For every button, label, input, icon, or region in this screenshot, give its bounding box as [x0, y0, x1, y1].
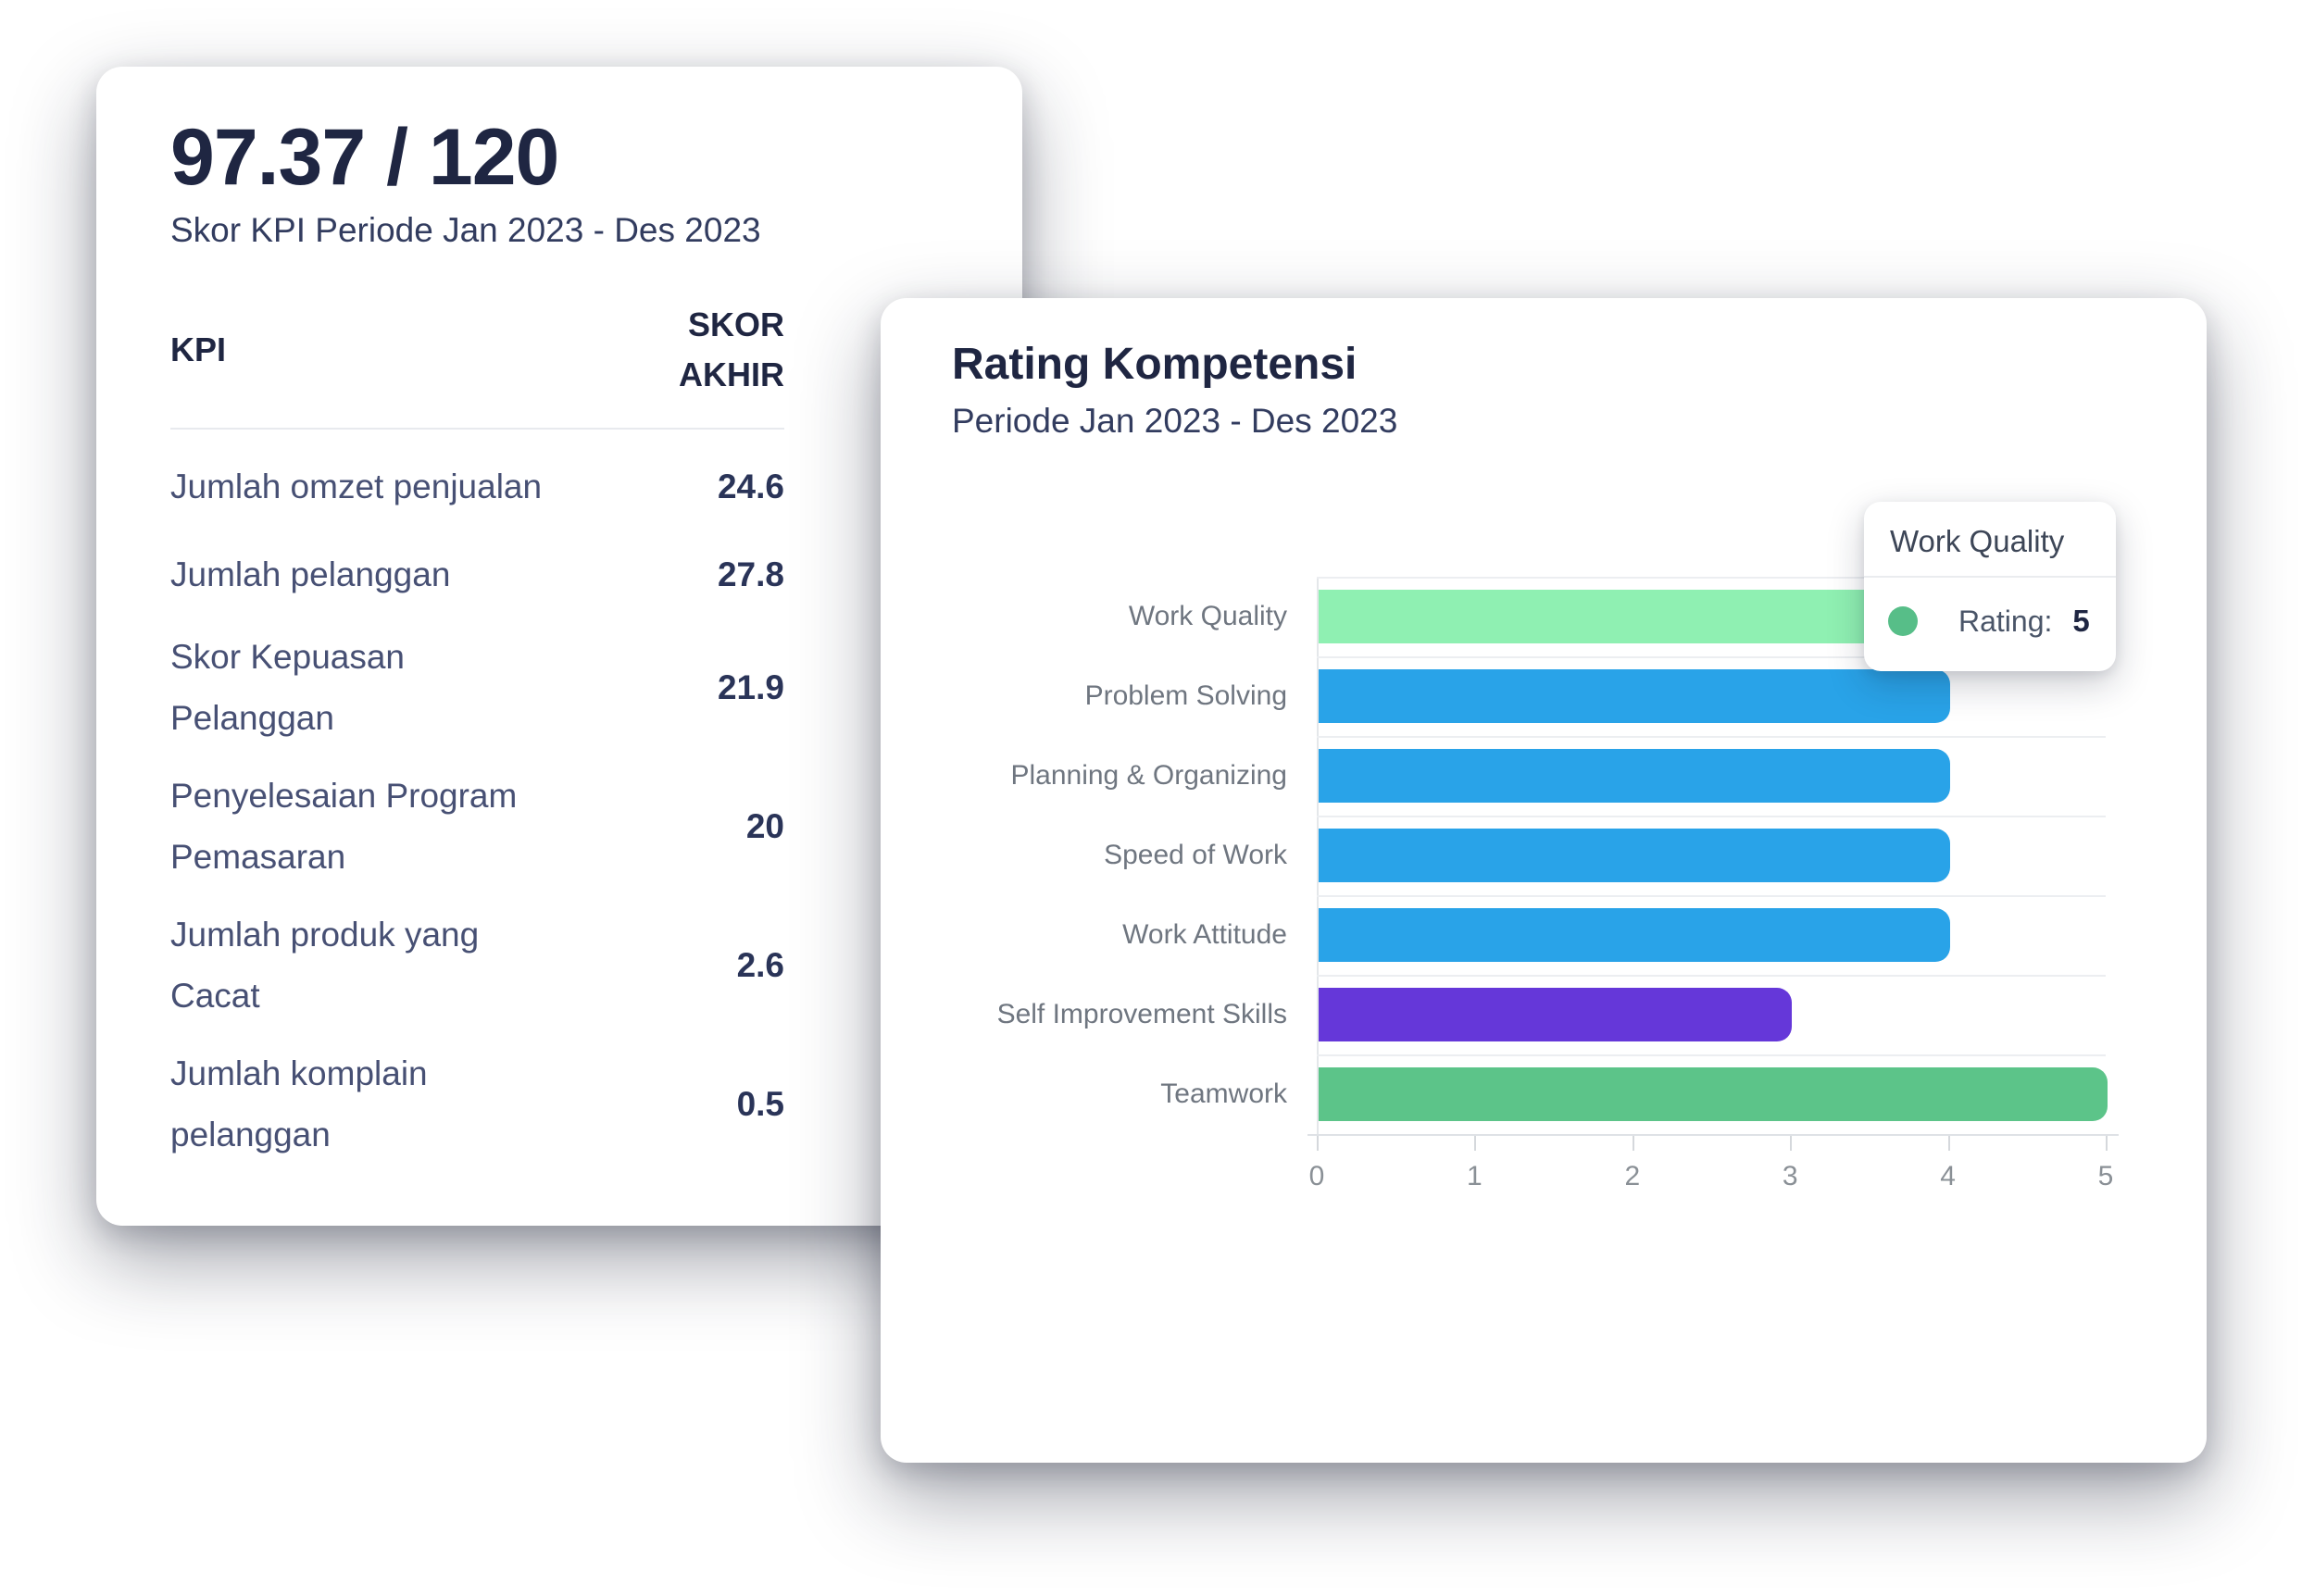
- tooltip-rating-value: 5: [2072, 604, 2090, 638]
- category-label-speed-of-work: Speed of Work: [1104, 840, 1287, 870]
- chart-tooltip: Work Quality Rating: 5: [1864, 502, 2116, 671]
- table-header-divider: [170, 428, 784, 430]
- category-label-problem-solving: Problem Solving: [1084, 680, 1287, 711]
- kpi-row-value: 21.9: [717, 668, 784, 706]
- kpi-table-row: Jumlah omzet penjualan 24.6: [170, 443, 784, 530]
- kpi-score-subtitle: Skor KPI Periode Jan 2023 - Des 2023: [170, 211, 761, 249]
- category-label-teamwork: Teamwork: [1160, 1079, 1287, 1109]
- row-separator: [1317, 816, 2106, 817]
- kpi-row-value: 2.6: [736, 946, 784, 984]
- score-column-header: SKOR AKHIR: [679, 305, 784, 393]
- x-axis-tick-label: 5: [2097, 1161, 2114, 1191]
- x-axis-tick: [1317, 1136, 1319, 1151]
- x-axis-tick-label: 0: [1308, 1161, 1325, 1191]
- kpi-row-value: 24.6: [717, 467, 784, 505]
- kpi-card-content: 97.37 / 120 Skor KPI Periode Jan 2023 - …: [170, 67, 784, 1174]
- x-axis-tick: [1790, 1136, 1793, 1151]
- row-separator: [1317, 1054, 2106, 1056]
- kpi-table-row: Penyelesaian Program Pemasaran 20: [170, 757, 784, 896]
- kpi-row-label: Skor Kepuasan Pelanggan: [170, 638, 406, 737]
- x-axis-tick-label: 4: [1940, 1161, 1956, 1191]
- kpi-score-card: 97.37 / 120 Skor KPI Periode Jan 2023 - …: [96, 67, 1022, 1226]
- rating-bar-chart: Work Quality Problem Solving Planning & Or…: [881, 298, 2207, 1463]
- x-axis-line: [1307, 1134, 2119, 1136]
- kpi-row-value: 27.8: [717, 555, 784, 593]
- kpi-row-value: 0.5: [736, 1085, 784, 1123]
- kpi-column-header: KPI: [170, 330, 227, 368]
- bar-problem-solving[interactable]: [1319, 669, 1950, 723]
- kpi-table-row: Skor Kepuasan Pelanggan 21.9: [170, 618, 784, 757]
- tooltip-rating-label: Rating:: [1958, 604, 2053, 638]
- row-separator: [1317, 656, 2106, 658]
- kpi-table: Jumlah omzet penjualan 24.6 Jumlah pelangg…: [170, 443, 784, 1174]
- kpi-score-value: 97.37 / 120: [170, 113, 559, 202]
- category-label-work-attitude: Work Attitude: [1122, 919, 1287, 950]
- y-axis-line: [1317, 577, 1319, 1134]
- x-axis-tick: [2106, 1136, 2108, 1151]
- kpi-row-label: Jumlah komplain pelanggan: [170, 1054, 428, 1153]
- kpi-row-label: Penyelesaian Program Pemasaran: [170, 777, 518, 876]
- category-label-planning-organizing: Planning & Organizing: [1010, 760, 1287, 791]
- x-axis-tick-label: 3: [1782, 1161, 1798, 1191]
- x-axis-tick: [1947, 1136, 1950, 1151]
- rating-card-subtitle: Periode Jan 2023 - Des 2023: [952, 402, 1398, 440]
- category-label-work-quality: Work Quality: [1128, 601, 1287, 631]
- kpi-table-row: Jumlah pelanggan 27.8: [170, 530, 784, 618]
- tooltip-category-title: Work Quality: [1890, 524, 2065, 558]
- category-label-self-improvement-skills: Self Improvement Skills: [996, 999, 1287, 1029]
- kpi-table-row: Jumlah komplain pelanggan 0.5: [170, 1035, 784, 1174]
- row-separator: [1317, 975, 2106, 977]
- row-separator: [1317, 577, 2106, 579]
- kpi-table-row: Jumlah produk yang Cacat 2.6: [170, 896, 784, 1035]
- x-axis-tick-label: 2: [1624, 1161, 1641, 1191]
- bar-self-improvement-skills[interactable]: [1319, 988, 1792, 1041]
- kpi-row-value: 20: [745, 807, 784, 845]
- rating-card: Rating Kompetensi Periode Jan 2023 - Des…: [881, 298, 2207, 1463]
- rating-card-title: Rating Kompetensi: [952, 340, 1357, 389]
- row-separator: [1317, 895, 2106, 897]
- kpi-row-label: Jumlah produk yang Cacat: [170, 916, 480, 1015]
- x-axis-tick: [1632, 1136, 1634, 1151]
- bar-work-attitude[interactable]: [1319, 908, 1950, 962]
- kpi-table-header: KPI SKOR AKHIR: [170, 300, 784, 400]
- rating-series-dot-icon: [1888, 606, 1918, 636]
- tooltip-divider: [1864, 576, 2116, 578]
- bar-teamwork[interactable]: [1319, 1067, 2108, 1121]
- tooltip-body: Rating: 5: [1888, 578, 2092, 665]
- x-axis-tick: [1474, 1136, 1477, 1151]
- row-separator: [1317, 736, 2106, 738]
- bar-planning-organizing[interactable]: [1319, 749, 1950, 803]
- kpi-row-label: Jumlah pelanggan: [170, 555, 451, 593]
- kpi-row-label: Jumlah omzet penjualan: [170, 467, 543, 505]
- x-axis-tick-label: 1: [1467, 1161, 1483, 1191]
- bar-speed-of-work[interactable]: [1319, 829, 1950, 882]
